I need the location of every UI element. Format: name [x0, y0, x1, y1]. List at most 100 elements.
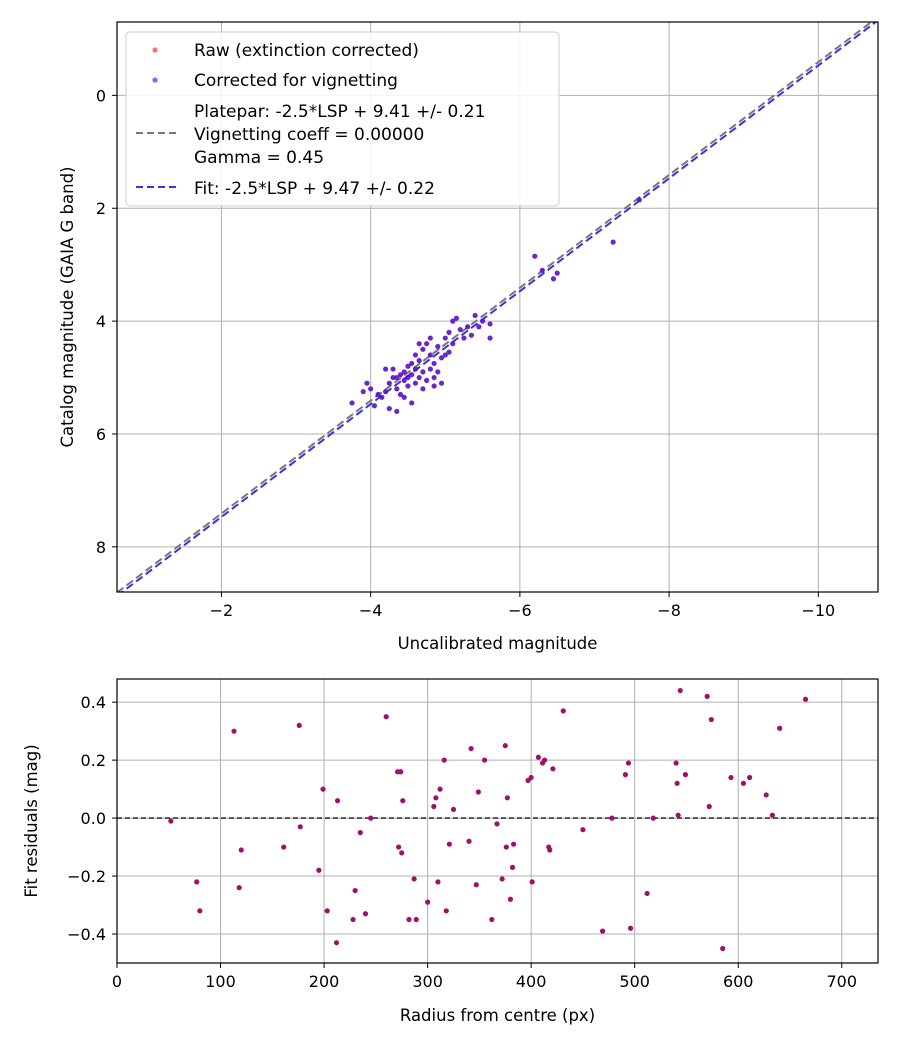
residual-point	[504, 795, 510, 801]
data-point	[364, 380, 370, 386]
top-y-tick-label: 8	[96, 538, 106, 557]
top-panel: −2 −4 −6 −8 −10 0 2 4 6 8 Uncalibrated magnitude…	[58, 21, 879, 653]
data-point	[409, 400, 415, 406]
legend: Raw (extinction corrected) Corrected for…	[125, 31, 560, 207]
residual-point	[466, 838, 472, 844]
data-point	[465, 324, 471, 330]
data-point	[438, 355, 445, 361]
bottom-y-tick-label: −0.4	[67, 925, 106, 944]
residual-point	[197, 908, 203, 914]
residual-point	[510, 841, 517, 847]
residual-point	[475, 789, 481, 795]
bottom-y-tick-label: −0.2	[67, 867, 106, 886]
data-point	[427, 352, 433, 358]
data-point	[461, 335, 467, 341]
residual-point	[763, 792, 769, 798]
data-point	[401, 369, 407, 375]
legend-raw-label: Raw (extinction corrected)	[194, 41, 419, 61]
residual-point	[528, 774, 534, 781]
legend-gamma-label: Gamma = 0.45	[194, 148, 324, 168]
data-point	[550, 276, 557, 282]
residual-point	[509, 864, 516, 870]
bottom-x-tick-label: 100	[205, 972, 236, 991]
data-point	[390, 366, 396, 372]
residual-point	[706, 803, 712, 810]
data-point	[416, 341, 422, 347]
residual-point	[441, 757, 447, 763]
top-data-points	[349, 197, 642, 415]
residual-point	[627, 925, 634, 931]
bottom-y-ticks: 0.4 0.2 0.0 −0.2 −0.4	[67, 693, 117, 944]
residual-point	[644, 890, 650, 897]
residual-point	[168, 818, 174, 824]
data-point	[409, 372, 415, 378]
residual-point	[350, 916, 356, 923]
bottom-x-tick-label: 0	[112, 972, 122, 991]
data-point	[368, 386, 374, 392]
top-x-axis-label: Uncalibrated magnitude	[398, 634, 598, 653]
residual-point	[507, 896, 514, 902]
residual-point	[747, 774, 753, 781]
data-point	[405, 374, 411, 381]
data-point	[431, 383, 437, 389]
data-point	[420, 369, 426, 375]
data-point	[379, 394, 385, 400]
data-point	[420, 346, 426, 352]
legend-box	[125, 31, 560, 207]
residual-point	[352, 887, 358, 894]
residual-point	[194, 879, 200, 885]
data-point	[532, 253, 538, 259]
residual-point	[503, 844, 509, 850]
data-point	[386, 405, 392, 412]
data-point	[427, 335, 433, 341]
legend-raw-marker	[152, 47, 158, 53]
bottom-y-tick-label: 0.0	[81, 809, 106, 828]
legend-platepar-label: Platepar: -2.5*LSP + 9.41 +/- 0.21	[194, 102, 485, 122]
residual-point	[675, 812, 681, 818]
residual-point	[550, 766, 556, 772]
data-point	[394, 408, 400, 415]
residual-point	[560, 708, 566, 714]
top-axes-frame	[116, 21, 879, 593]
residual-point	[708, 716, 714, 723]
data-point	[636, 197, 642, 203]
residual-point	[324, 908, 330, 914]
bottom-data-points	[168, 687, 809, 952]
residual-point	[609, 815, 615, 821]
data-point	[386, 380, 392, 386]
bottom-panel: 0 100 200 300 400 500 600 700 0.4 0.2 0.0 −0.2 −0.4…	[22, 678, 879, 1025]
residual-point	[413, 916, 419, 923]
residual-point	[296, 722, 302, 728]
data-point	[382, 366, 389, 372]
bottom-y-tick-label: 0.4	[81, 693, 106, 712]
data-point	[401, 377, 407, 383]
residual-point	[535, 754, 541, 760]
legend-corrected-label: Corrected for vignetting	[194, 71, 398, 91]
data-point	[435, 343, 441, 350]
data-point	[427, 366, 433, 372]
data-point	[438, 380, 445, 386]
residual-point	[316, 867, 322, 873]
residual-point	[399, 850, 405, 856]
data-point	[435, 369, 441, 375]
residual-point	[231, 728, 237, 734]
residual-point	[435, 879, 441, 885]
data-point	[424, 341, 430, 347]
residual-point	[677, 687, 683, 694]
data-point	[450, 318, 456, 324]
residual-point	[468, 745, 474, 752]
data-point	[450, 341, 456, 347]
bottom-y-tick-label: 0.2	[81, 751, 106, 770]
data-point	[476, 324, 482, 330]
top-x-tick-label: −8	[657, 601, 681, 620]
residual-point	[674, 780, 680, 786]
data-point	[420, 386, 426, 392]
residual-point	[542, 757, 548, 763]
data-point	[412, 380, 419, 386]
data-point	[390, 374, 396, 381]
data-point	[412, 352, 419, 358]
data-point	[360, 389, 366, 395]
residual-point	[446, 841, 452, 847]
bottom-x-tick-label: 600	[723, 972, 754, 991]
data-point	[394, 386, 400, 392]
